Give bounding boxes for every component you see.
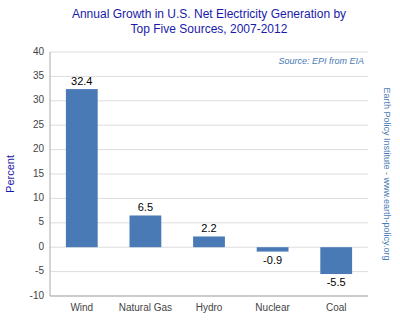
chart-container: -10 -5 0 5 10 15 20 25 30 35 40 32.4 6.5 2.2 -0.9 -5.5 W… [0, 0, 400, 330]
grid-line [50, 296, 368, 297]
x-axis-line [50, 296, 368, 297]
x-tick-label: Nuclear [255, 302, 290, 313]
bar [193, 236, 225, 247]
chart-svg: -10 -5 0 5 10 15 20 25 30 35 40 32.4 6.5 2.2 -0.9 -5.5 W… [0, 0, 400, 330]
y-tick-label: 10 [33, 192, 45, 203]
watermark: Earth Policy Institute - www.earth-polic… [382, 88, 392, 261]
data-label: -5.5 [327, 276, 346, 288]
title: Annual Growth in U.S. Net Electricity Ge… [72, 7, 346, 36]
title-line: Top Five Sources, 2007-2012 [131, 22, 288, 36]
data-label: 2.2 [201, 222, 216, 234]
data-label: -0.9 [263, 254, 282, 266]
bar [66, 89, 98, 247]
source-annotation: Source: EPI from EIA [278, 56, 364, 66]
y-tick-label: 20 [33, 143, 45, 154]
bar [257, 247, 289, 251]
data-label: 32.4 [71, 75, 92, 87]
y-tick-label: 30 [33, 94, 45, 105]
y-tick-label: -5 [35, 265, 44, 276]
x-tick-label: Hydro [196, 302, 223, 313]
bars-group [66, 89, 352, 274]
y-tick-label: 0 [38, 241, 44, 252]
x-tick-label: Wind [70, 302, 93, 313]
y-axis-line [50, 52, 51, 296]
y-tick-label: 25 [33, 119, 45, 130]
y-tick-label: -10 [30, 290, 45, 301]
bar [130, 215, 162, 247]
y-tick-label: 15 [33, 168, 45, 179]
title-line: Annual Growth in U.S. Net Electricity Ge… [72, 7, 346, 21]
y-tick-label: 5 [38, 216, 44, 227]
y-tick-label: 35 [33, 70, 45, 81]
grid-line [50, 76, 368, 77]
x-tick-label: Natural Gas [119, 302, 172, 313]
bar [320, 247, 352, 274]
grid-line [50, 52, 368, 53]
y-axis-label: Percent [4, 155, 16, 193]
y-tick-label: 40 [33, 46, 45, 57]
x-tick-label: Coal [326, 302, 347, 313]
data-label: 6.5 [138, 201, 153, 213]
